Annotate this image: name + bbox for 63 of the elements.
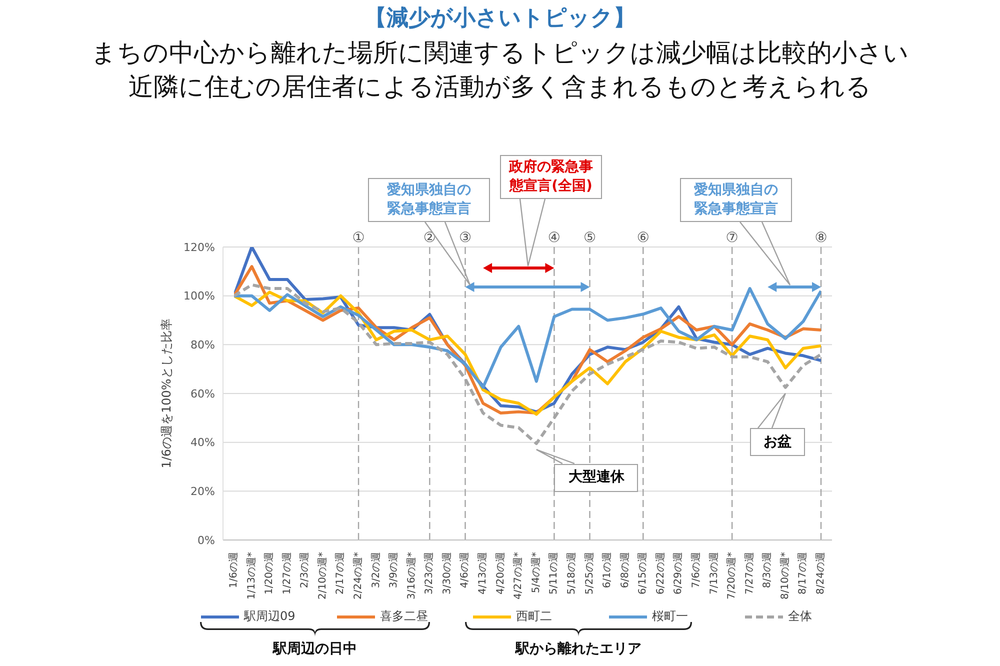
x-tick-label: 6/8の週 xyxy=(620,552,631,588)
x-tick-label: 1/20の週 xyxy=(264,552,276,594)
ref-line-label: ④ xyxy=(548,230,560,246)
y-tick-label: 20% xyxy=(190,485,215,498)
x-tick-label: 8/3の週 xyxy=(762,552,774,588)
text: 愛知県独自の緊急事態宣言 xyxy=(386,181,472,219)
ref-line-label: ⑧ xyxy=(814,230,828,246)
x-tick-label: 5/25の週 xyxy=(584,552,596,594)
text: 愛知県独自の緊急事態宣言 xyxy=(693,181,779,219)
x-tick-label: 2/3の週 xyxy=(300,552,311,588)
ref-line-label: ⑤ xyxy=(583,230,596,246)
annotation: 大型連休 xyxy=(568,468,624,488)
y-tick-label: 120% xyxy=(184,240,215,254)
ref-line-label: ① xyxy=(352,230,365,246)
x-tick-label: 1/6の週 xyxy=(228,552,240,588)
ref-line-label: ⑥ xyxy=(636,230,650,246)
legend-label: 全体 xyxy=(788,608,812,625)
x-tick-label: 5/4の週* xyxy=(530,552,542,594)
chart-subtitle: まちの中心から離れた場所に関連するトピックは減少幅は比較的小さい近隣に住むの居住者による活動が多く含まれるものと考えられる xyxy=(90,37,910,103)
x-tick-label: 4/13の週 xyxy=(478,552,489,594)
x-tick-label: 8/10の週* xyxy=(780,552,791,600)
x-tick-label: 1/27の週 xyxy=(282,552,293,594)
x-tick-label: 6/29の週 xyxy=(673,552,684,594)
chart-title: 【減少が小さいトピック】 xyxy=(364,5,636,33)
x-tick-label: 2/10の週* xyxy=(317,552,328,600)
x-tick-label: 8/17の週 xyxy=(798,552,809,594)
x-tick-label: 2/17の週 xyxy=(335,552,346,594)
legend-label: 駅周辺09 xyxy=(244,608,296,625)
x-tick-label: 3/23の週 xyxy=(424,552,436,594)
y-axis-title: 1/6の週を100%とした比率 xyxy=(159,318,174,468)
annotation: お盆 xyxy=(764,432,792,452)
x-tick-label: 1/13の週* xyxy=(246,552,258,600)
x-tick-label: 7/13の週 xyxy=(708,552,720,594)
x-tick-label: 5/11の週 xyxy=(548,552,560,594)
y-tick-label: 100% xyxy=(184,290,215,303)
x-tick-label: 7/6の週 xyxy=(690,552,702,588)
x-tick-label: 6/1の週 xyxy=(602,552,614,588)
y-tick-label: 80% xyxy=(190,338,215,352)
text: 政府の緊急事態宣言(全国) xyxy=(508,158,594,196)
legend-label: 西町二 xyxy=(516,608,552,625)
text: 駅周辺の日中 xyxy=(272,640,358,658)
y-tick-label: 0% xyxy=(198,534,215,547)
x-tick-label: 3/16の週* xyxy=(406,552,418,600)
x-tick-label: 6/22の週 xyxy=(655,552,666,594)
x-tick-label: 2/24の週* xyxy=(353,552,364,600)
ref-line-label: ⑦ xyxy=(726,230,738,246)
x-tick-label: 6/15の週 xyxy=(638,552,649,594)
x-tick-label: 4/20の週 xyxy=(495,552,506,594)
y-tick-label: 60% xyxy=(190,387,215,400)
x-tick-label: 7/27の週 xyxy=(744,552,756,594)
ref-line-label: ③ xyxy=(458,230,472,246)
x-tick-label: 5/18の週 xyxy=(566,552,578,594)
x-tick-label: 4/27の週* xyxy=(513,552,524,600)
x-tick-label: 7/20の週* xyxy=(726,552,738,600)
x-tick-label: 3/30の週 xyxy=(442,552,453,594)
x-tick-label: 3/2の週 xyxy=(370,552,382,588)
legend-label: 喜多二昼 xyxy=(380,608,428,625)
x-tick-label: 8/24の週 xyxy=(816,552,826,594)
text: 駅から離れたエリア xyxy=(514,640,642,658)
x-tick-label: 4/6の週 xyxy=(460,552,471,588)
y-tick-label: 40% xyxy=(190,436,215,450)
x-tick-label: 3/9の週 xyxy=(388,552,400,588)
legend-label: 桜町一 xyxy=(652,608,688,625)
